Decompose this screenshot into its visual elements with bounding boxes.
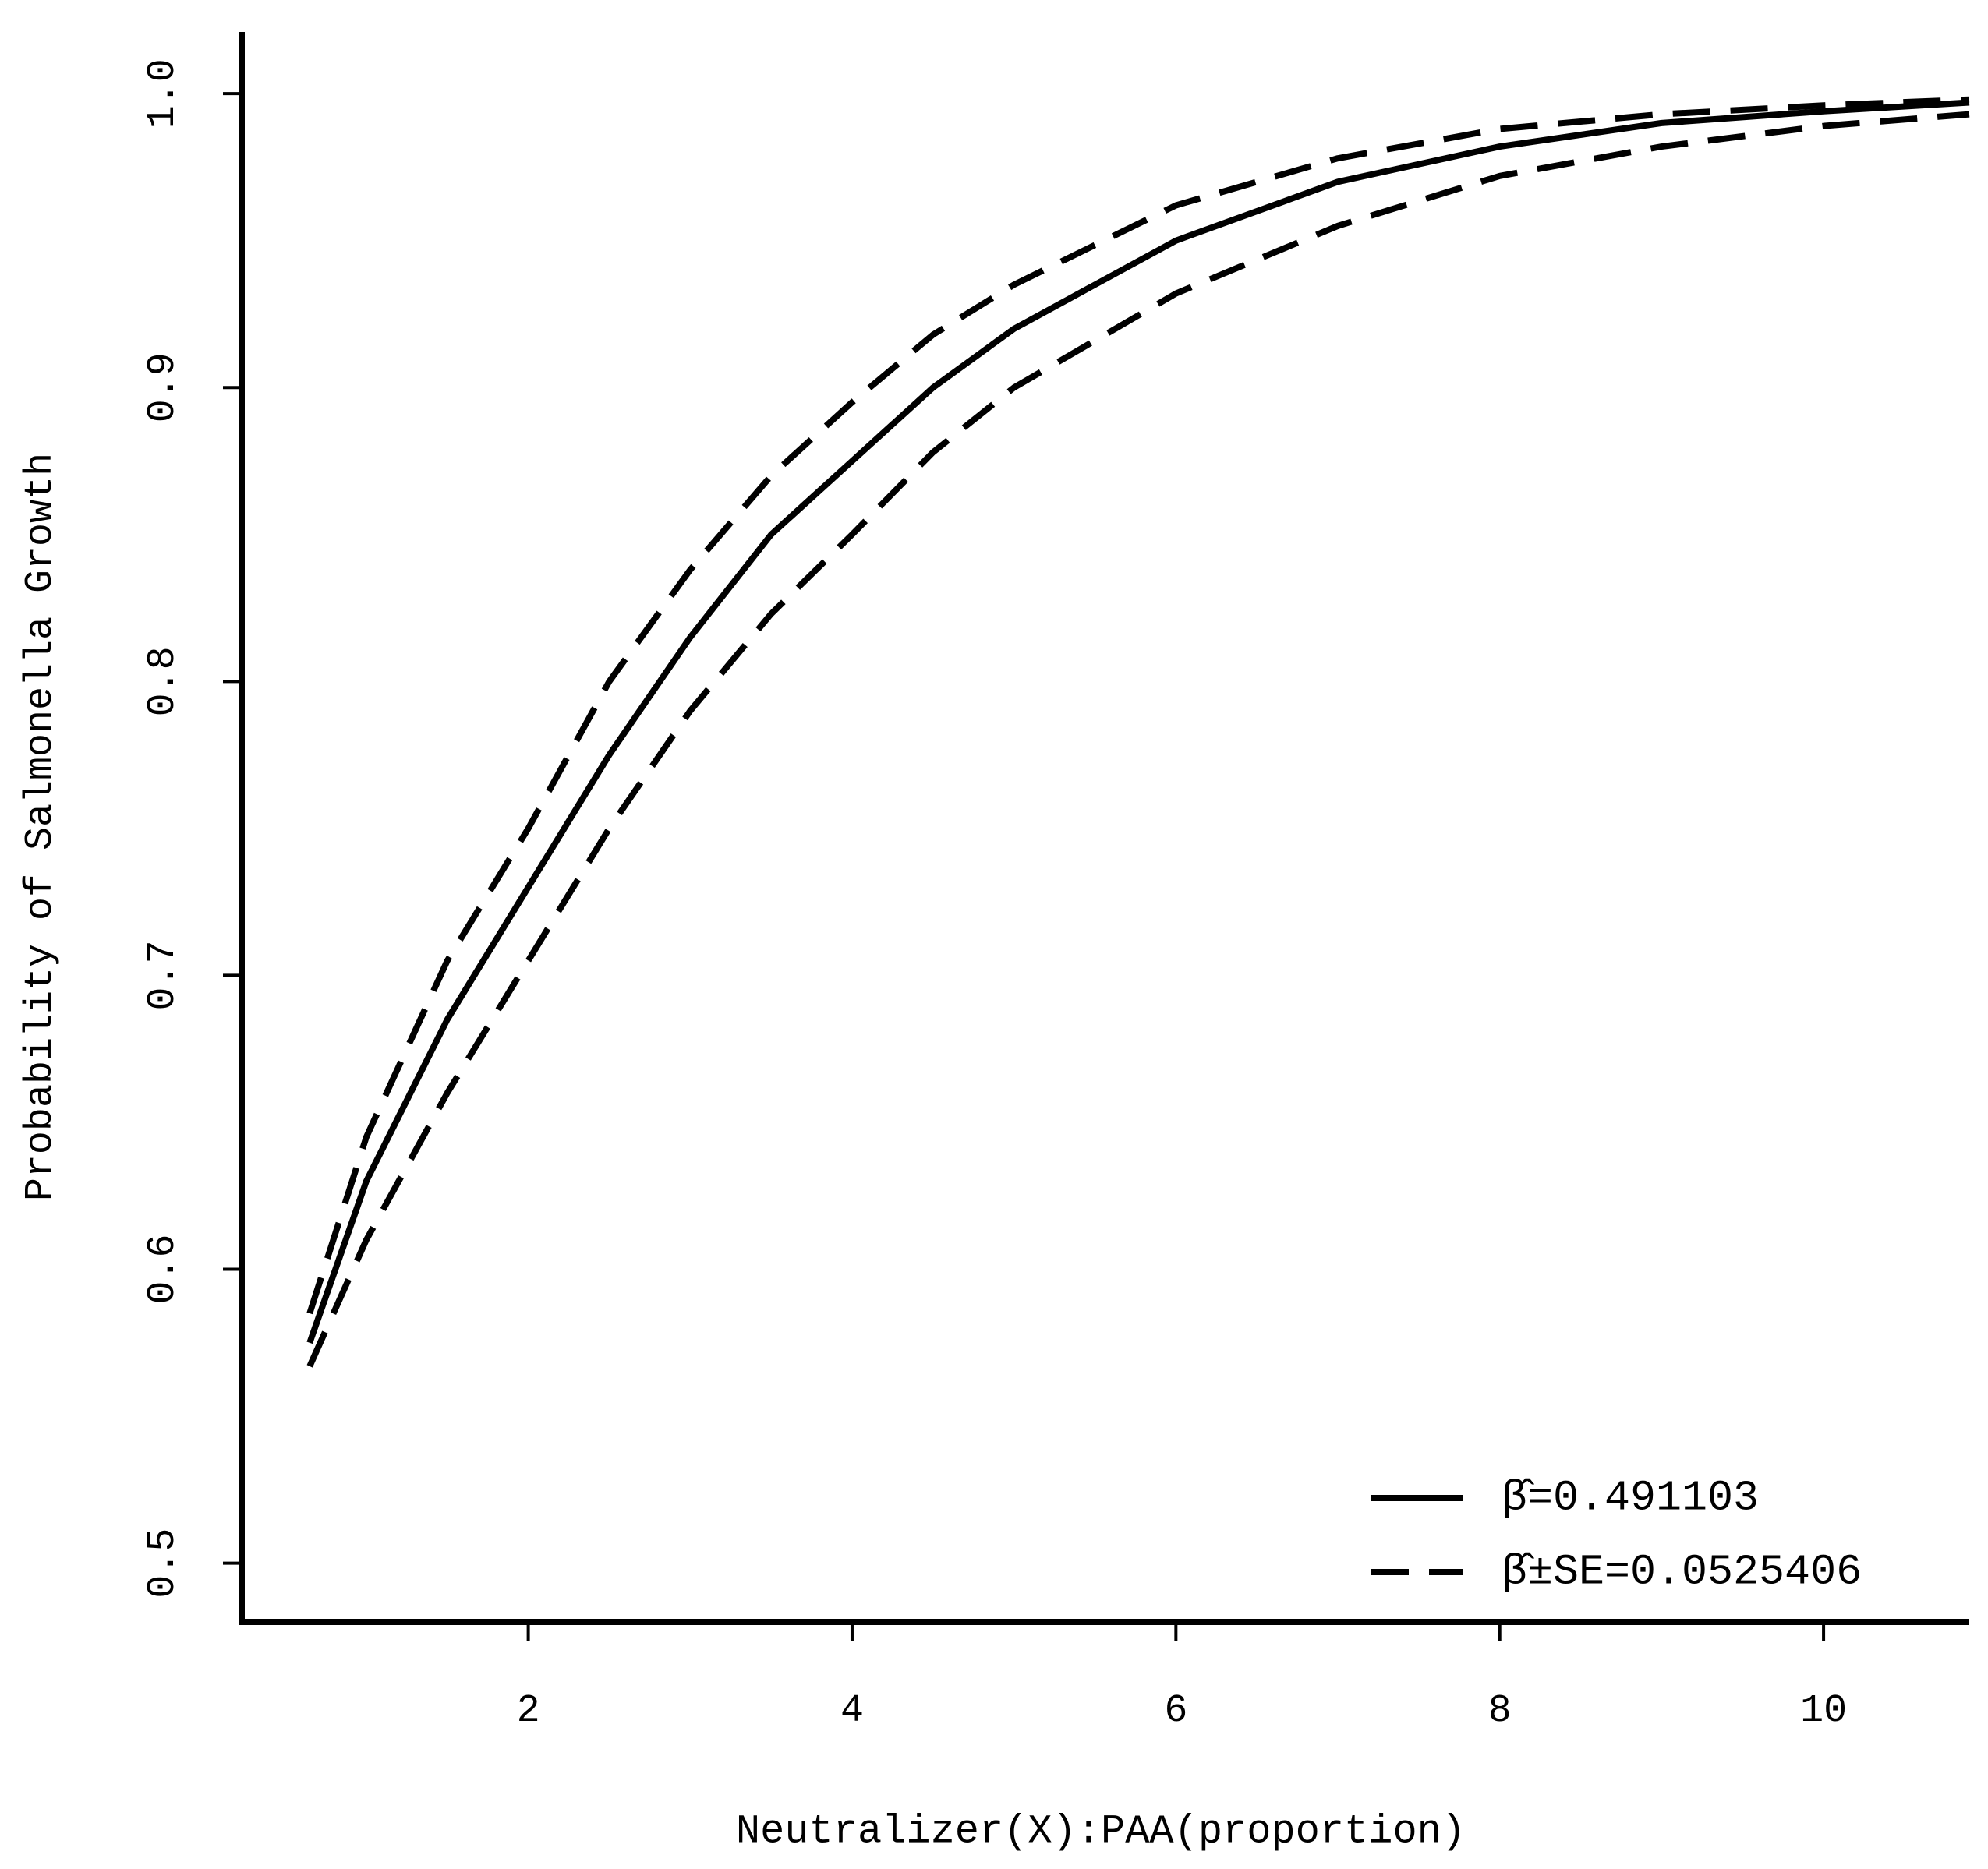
legend-label: β̂=0.491103 [1502, 1474, 1759, 1523]
line-series [306, 99, 1970, 1344]
line-series [306, 96, 1970, 1315]
y-tick-label: 0.7 [141, 940, 186, 1010]
x-axis-label: Neutralizer(X):PAA(proportion) [736, 1809, 1466, 1855]
y-tick-label: 0.5 [141, 1528, 186, 1599]
x-tick-label: 6 [1164, 1689, 1187, 1733]
y-tick-label: 0.6 [141, 1234, 186, 1304]
y-tick-label: 1.0 [141, 58, 186, 129]
x-tick-label: 4 [840, 1689, 864, 1733]
y-axis-label: Probability of Salmonella Growth [19, 453, 63, 1201]
x-tick-label: 10 [1800, 1689, 1847, 1733]
line-series [306, 111, 1970, 1368]
y-tick-label: 0.8 [141, 646, 186, 716]
x-tick-label: 2 [517, 1689, 540, 1733]
x-tick-label: 8 [1488, 1689, 1512, 1733]
y-tick-label: 0.9 [141, 352, 186, 422]
legend-label: β̂±SE=0.0525406 [1502, 1548, 1862, 1597]
